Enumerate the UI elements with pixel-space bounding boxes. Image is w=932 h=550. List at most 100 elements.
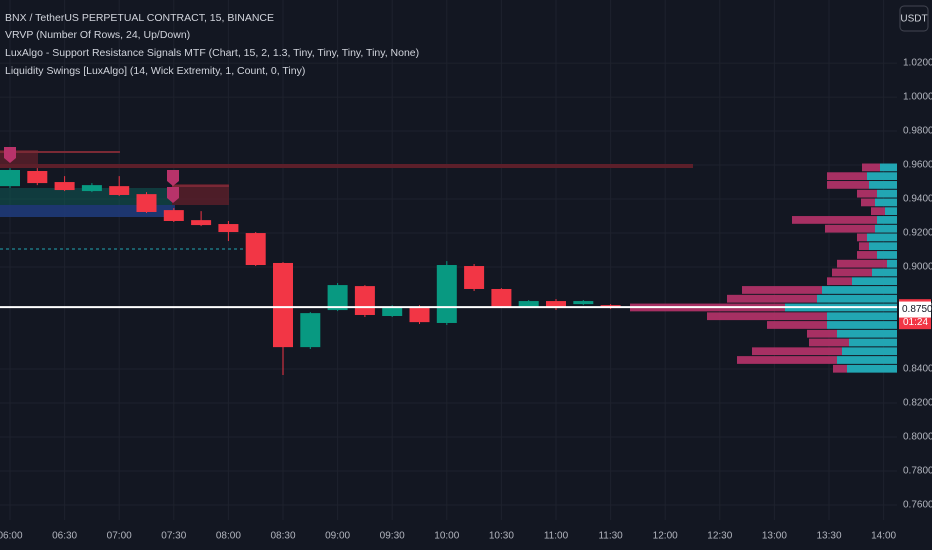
profile-up-bar bbox=[822, 286, 897, 294]
profile-up-bar bbox=[867, 233, 897, 242]
indicator-label: Liquidity Swings [LuxAlgo] (14, Wick Ext… bbox=[5, 65, 305, 77]
x-tick-label: 12:30 bbox=[707, 531, 732, 542]
profile-down-bar bbox=[742, 286, 822, 294]
profile-up-bar bbox=[827, 321, 897, 329]
profile-up-bar bbox=[837, 329, 897, 338]
x-tick-label: 10:00 bbox=[434, 531, 459, 542]
profile-up-bar bbox=[869, 242, 897, 251]
profile-up-bar bbox=[827, 312, 897, 321]
profile-up-bar bbox=[867, 172, 897, 181]
candle-body bbox=[136, 194, 157, 212]
indicator-label: VRVP (Number Of Rows, 24, Up/Down) bbox=[5, 29, 190, 41]
candle-body bbox=[327, 285, 348, 311]
axes: 1.0200 1.0000 0.9800 0.9600 0.9400 0.9200 0.90… bbox=[0, 58, 932, 542]
y-tick-label: 0.9600 bbox=[903, 160, 932, 171]
candle-body bbox=[354, 286, 375, 315]
profile-down-bar bbox=[833, 364, 847, 373]
profile-down-bar bbox=[767, 321, 827, 329]
profile-down-bar bbox=[827, 181, 869, 189]
price-axis bbox=[897, 0, 932, 520]
profile-down-bar bbox=[727, 294, 817, 303]
profile-up-bar bbox=[852, 277, 897, 286]
profile-up-bar bbox=[837, 356, 897, 364]
candle-body bbox=[491, 288, 512, 308]
y-tick-label: 0.9400 bbox=[903, 194, 932, 205]
candle-body bbox=[273, 262, 293, 348]
x-tick-label: 11:30 bbox=[598, 531, 623, 542]
candle-body bbox=[81, 185, 102, 192]
profile-down-bar bbox=[737, 356, 837, 364]
candle-body bbox=[218, 224, 239, 233]
profile-down-bar bbox=[862, 163, 880, 172]
x-tick-label: 13:30 bbox=[816, 531, 841, 542]
profile-down-bar bbox=[825, 224, 875, 233]
candle-body bbox=[245, 233, 266, 266]
y-tick-label: 0.7600 bbox=[903, 500, 932, 511]
x-tick-label: 06:00 bbox=[0, 531, 23, 542]
candle-body bbox=[109, 186, 130, 195]
candle-body bbox=[27, 171, 48, 184]
legend: BNX / TetherUS PERPETUAL CONTRACT, 15, B… bbox=[5, 12, 419, 77]
profile-up-bar bbox=[849, 338, 897, 347]
currency-label[interactable]: USDT bbox=[900, 14, 927, 25]
currency-button[interactable]: USDT bbox=[899, 5, 929, 32]
profile-down-bar bbox=[752, 347, 842, 356]
profile-up-bar bbox=[875, 198, 897, 207]
x-tick-label: 07:00 bbox=[107, 531, 132, 542]
profile-up-bar bbox=[887, 259, 897, 268]
profile-down-bar bbox=[857, 189, 877, 198]
price-marker-label: 0.8750 bbox=[902, 304, 932, 315]
x-tick-label: 12:00 bbox=[653, 531, 678, 542]
y-tick-label: 0.8400 bbox=[903, 364, 932, 375]
y-tick-label: 0.7800 bbox=[903, 466, 932, 477]
x-tick-label: 13:00 bbox=[762, 531, 787, 542]
profile-up-bar bbox=[875, 224, 897, 233]
profile-up-bar bbox=[847, 364, 897, 373]
currency-button-frame[interactable] bbox=[899, 5, 929, 32]
indicator-overlays bbox=[0, 147, 693, 250]
candle-body bbox=[573, 301, 594, 305]
profile-up-bar bbox=[877, 251, 897, 259]
x-tick-label: 10:30 bbox=[489, 531, 514, 542]
price-marker-badge bbox=[899, 301, 931, 318]
profile-up-bar bbox=[885, 207, 897, 216]
x-tick-label: 06:30 bbox=[52, 531, 77, 542]
profile-down-bar bbox=[809, 338, 849, 347]
x-tick-label: 09:00 bbox=[325, 531, 350, 542]
x-tick-label: 07:30 bbox=[161, 531, 186, 542]
candle-body bbox=[54, 182, 75, 191]
resistance-box bbox=[172, 184, 229, 205]
profile-down-bar bbox=[832, 268, 872, 277]
x-tick-label: 08:30 bbox=[270, 531, 295, 542]
profile-up-bar bbox=[869, 181, 897, 189]
profile-up-bar bbox=[880, 163, 897, 172]
y-tick-label: 0.8000 bbox=[903, 432, 932, 443]
profile-down-bar bbox=[827, 172, 867, 181]
y-tick-label: 0.9000 bbox=[903, 262, 932, 273]
profile-up-bar bbox=[877, 216, 897, 224]
candle-body bbox=[163, 210, 184, 221]
profile-down-bar bbox=[871, 207, 885, 216]
countdown-badge bbox=[899, 315, 931, 330]
profile-down-bar bbox=[707, 312, 827, 321]
candle-body bbox=[0, 169, 20, 187]
x-tick-label: 11:00 bbox=[544, 531, 569, 542]
indicator-label: LuxAlgo - Support Resistance Signals MTF… bbox=[5, 47, 419, 59]
profile-down-bar bbox=[827, 277, 852, 286]
profile-down-bar bbox=[859, 242, 869, 251]
candle-body bbox=[436, 265, 457, 323]
signal-marker bbox=[167, 170, 179, 186]
profile-down-bar bbox=[861, 198, 875, 207]
candle-body bbox=[382, 307, 403, 317]
candle-body bbox=[191, 220, 212, 226]
x-tick-label: 14:00 bbox=[871, 531, 896, 542]
candle-body bbox=[464, 266, 485, 289]
y-tick-label: 0.9800 bbox=[903, 126, 932, 137]
candle-body bbox=[300, 313, 321, 348]
profile-down-bar bbox=[837, 259, 887, 268]
signal-marker bbox=[167, 187, 179, 203]
profile-down-bar bbox=[857, 251, 877, 259]
y-tick-label: 0.8200 bbox=[903, 398, 932, 409]
symbol-title: BNX / TetherUS PERPETUAL CONTRACT, 15, B… bbox=[5, 12, 274, 24]
profile-down-bar bbox=[807, 329, 837, 338]
